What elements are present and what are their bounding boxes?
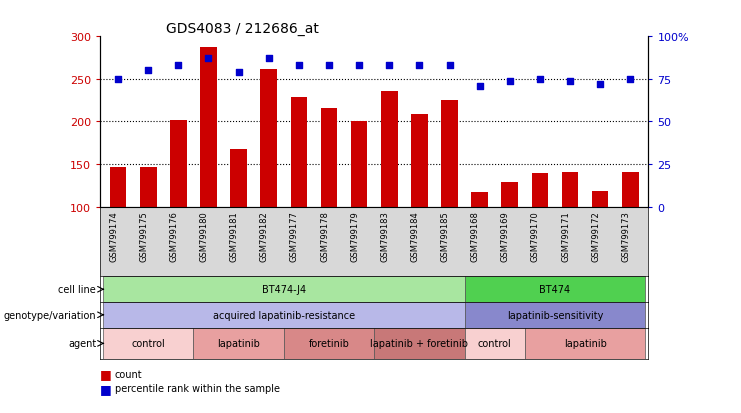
Text: genotype/variation: genotype/variation bbox=[4, 310, 96, 320]
Point bbox=[504, 78, 516, 85]
Text: GSM799182: GSM799182 bbox=[260, 211, 269, 261]
Bar bbox=[321, 109, 337, 207]
Text: GSM799184: GSM799184 bbox=[411, 211, 419, 261]
Bar bbox=[592, 192, 608, 207]
Point bbox=[473, 83, 485, 90]
Bar bbox=[465, 302, 645, 328]
Point bbox=[353, 63, 365, 69]
Bar bbox=[103, 302, 465, 328]
Text: ■: ■ bbox=[100, 382, 112, 395]
Text: GSM799181: GSM799181 bbox=[230, 211, 239, 261]
Text: GSM799177: GSM799177 bbox=[290, 211, 299, 261]
Point bbox=[323, 63, 335, 69]
Bar bbox=[200, 48, 217, 207]
Bar bbox=[290, 97, 308, 207]
Bar bbox=[502, 183, 518, 207]
Text: agent: agent bbox=[68, 339, 96, 349]
Text: lapatinib: lapatinib bbox=[217, 339, 260, 349]
Text: foretinib: foretinib bbox=[308, 339, 350, 349]
Text: GSM799168: GSM799168 bbox=[471, 211, 479, 261]
Bar bbox=[103, 277, 465, 302]
Point bbox=[293, 63, 305, 69]
Bar bbox=[381, 92, 398, 207]
Bar bbox=[465, 277, 645, 302]
Point bbox=[594, 81, 606, 88]
Text: control: control bbox=[131, 339, 165, 349]
Text: GSM799178: GSM799178 bbox=[320, 211, 329, 261]
Bar bbox=[103, 328, 193, 359]
Point bbox=[142, 68, 154, 74]
Point bbox=[564, 78, 576, 85]
Text: GSM799171: GSM799171 bbox=[561, 211, 570, 261]
Text: GSM799183: GSM799183 bbox=[380, 211, 389, 261]
Point bbox=[112, 76, 124, 83]
Text: GDS4083 / 212686_at: GDS4083 / 212686_at bbox=[166, 22, 319, 36]
Text: GSM799185: GSM799185 bbox=[441, 211, 450, 261]
Text: acquired lapatinib-resistance: acquired lapatinib-resistance bbox=[213, 310, 355, 320]
Point bbox=[383, 63, 395, 69]
Text: GSM799174: GSM799174 bbox=[109, 211, 118, 261]
Bar bbox=[284, 328, 374, 359]
Text: GSM799179: GSM799179 bbox=[350, 211, 359, 261]
Text: lapatinib + foretinib: lapatinib + foretinib bbox=[370, 339, 468, 349]
Bar bbox=[531, 174, 548, 207]
Bar bbox=[441, 101, 458, 207]
Bar bbox=[374, 328, 465, 359]
Text: ■: ■ bbox=[100, 367, 112, 380]
Text: control: control bbox=[478, 339, 511, 349]
Point bbox=[413, 63, 425, 69]
Point bbox=[233, 69, 245, 76]
Bar bbox=[562, 173, 578, 207]
Text: GSM799175: GSM799175 bbox=[139, 211, 148, 261]
Bar bbox=[411, 114, 428, 207]
Bar bbox=[525, 328, 645, 359]
Bar bbox=[193, 328, 284, 359]
Text: GSM799180: GSM799180 bbox=[199, 211, 208, 261]
Point bbox=[202, 56, 214, 62]
Bar bbox=[465, 328, 525, 359]
Text: BT474: BT474 bbox=[539, 285, 571, 294]
Text: cell line: cell line bbox=[59, 285, 96, 294]
Text: GSM799170: GSM799170 bbox=[531, 211, 540, 261]
Text: GSM799173: GSM799173 bbox=[621, 211, 631, 261]
Text: GSM799172: GSM799172 bbox=[591, 211, 600, 261]
Text: GSM799176: GSM799176 bbox=[170, 211, 179, 261]
Bar bbox=[471, 192, 488, 207]
Bar bbox=[140, 167, 156, 207]
Bar bbox=[230, 149, 247, 207]
Point bbox=[173, 63, 185, 69]
Bar bbox=[170, 121, 187, 207]
Text: percentile rank within the sample: percentile rank within the sample bbox=[115, 383, 280, 393]
Point bbox=[444, 63, 456, 69]
Point bbox=[263, 56, 275, 62]
Bar bbox=[350, 122, 368, 207]
Bar bbox=[622, 173, 639, 207]
Bar bbox=[110, 167, 127, 207]
Text: GSM799169: GSM799169 bbox=[501, 211, 510, 261]
Text: BT474-J4: BT474-J4 bbox=[262, 285, 306, 294]
Text: lapatinib-sensitivity: lapatinib-sensitivity bbox=[507, 310, 603, 320]
Point bbox=[625, 76, 637, 83]
Text: count: count bbox=[115, 369, 142, 379]
Point bbox=[534, 76, 546, 83]
Text: lapatinib: lapatinib bbox=[564, 339, 607, 349]
Bar bbox=[261, 69, 277, 207]
